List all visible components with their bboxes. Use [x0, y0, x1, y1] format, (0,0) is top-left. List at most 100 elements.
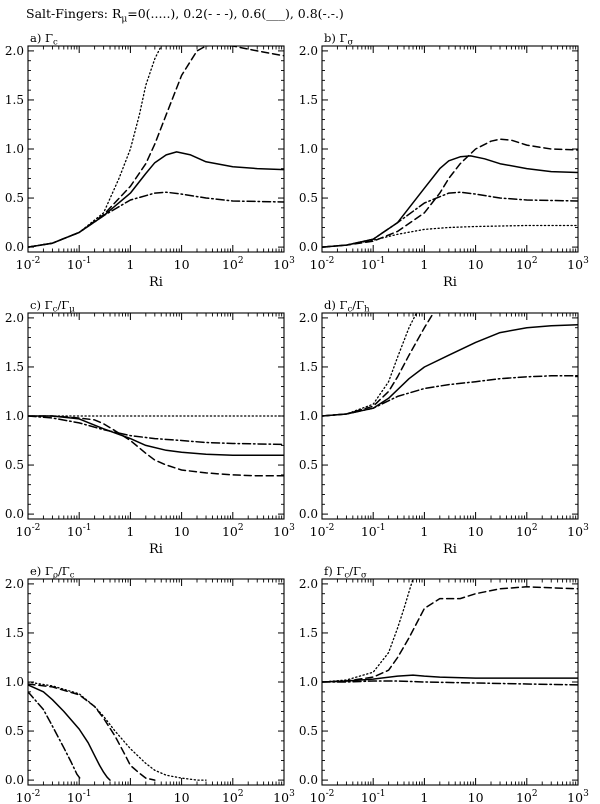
xtick-label: 1	[126, 790, 134, 804]
series-line	[322, 375, 578, 417]
series-group	[322, 579, 578, 686]
series-group	[322, 313, 578, 417]
panel-frame	[27, 45, 285, 253]
ytick-label: 2.0	[5, 44, 24, 58]
figure-title-prefix: Salt-Fingers:	[26, 6, 108, 21]
series-line	[28, 151, 284, 248]
ytick-label: 2.0	[5, 577, 24, 591]
series-line	[28, 191, 284, 248]
xtick-label: 103	[273, 789, 295, 804]
xtick-label: 1	[420, 524, 428, 539]
series-line	[322, 155, 578, 248]
series-line	[28, 691, 83, 781]
xtick-label: 10-1	[67, 256, 92, 272]
series-line	[28, 415, 284, 446]
figure-title: Salt-Fingers: Rμ=0(.....), 0.2(- - -), 0…	[26, 6, 344, 25]
xtick-label: 10	[174, 257, 190, 272]
xtick-label: 10-1	[361, 789, 386, 804]
series-line	[28, 415, 284, 477]
series-line	[28, 683, 156, 781]
series-line	[322, 579, 414, 683]
xtick-label: 10-2	[16, 523, 41, 539]
xtick-label: 103	[567, 523, 589, 539]
series-line	[322, 191, 578, 248]
series-line	[322, 680, 578, 686]
xtick-label: 1	[126, 257, 134, 272]
panel-title: f) Γc/Γσ	[324, 564, 367, 581]
ytick-label: 1.0	[5, 675, 24, 689]
ytick-label: 0.0	[5, 773, 24, 787]
panel-a: a) Γc 0.0 0.5 1.0 1.5 2.0 10-2 10-1 1 10 102 103 Ri	[5, 31, 295, 290]
panel-e: e) Γρ/Γc 0.0 0.5 1.0 1.5 2.0 10-2 10-1 1 10 102 103…	[5, 564, 295, 804]
x-axis-label: Ri	[149, 542, 163, 557]
x-axis-label: Ri	[443, 542, 457, 557]
ytick-label: 0.5	[299, 458, 318, 472]
x-axis-label: Ri	[149, 275, 163, 290]
x-axis-label: Ri	[443, 275, 457, 290]
panel-b: b) Γσ 0.0 0.5 1.0 1.5 2.0 10-2 10-1 1 10 102 103 Ri	[299, 31, 589, 290]
xtick-label: 10-1	[361, 523, 386, 539]
panel-title: b) Γσ	[324, 31, 353, 48]
figure-title-r: R	[111, 6, 122, 21]
ytick-label: 1.5	[5, 360, 24, 374]
xtick-label: 102	[222, 256, 244, 272]
series-line	[322, 313, 435, 417]
panel-c: c) Γc/Γμ 0.0 0.5 1.0 1.5 2.0 10-2 10-1 1 10 102 103…	[5, 298, 295, 557]
panel-title: a) Γc	[30, 31, 58, 48]
xtick-label: 10-2	[16, 256, 41, 272]
xtick-label: 103	[273, 256, 295, 272]
series-line	[322, 224, 578, 248]
panel-title: c) Γc/Γμ	[30, 298, 75, 315]
xtick-label: 102	[222, 789, 244, 804]
xtick-label: 103	[567, 789, 589, 804]
series-line	[322, 586, 578, 683]
xtick-label: 10-2	[16, 789, 41, 804]
panel-f: f) Γc/Γσ 0.0 0.5 1.0 1.5 2.0 10-2 10-1 1 10 102 103…	[299, 564, 589, 804]
series-group	[28, 415, 284, 477]
xtick-label: 102	[516, 523, 538, 539]
ytick-label: 0.5	[5, 724, 24, 738]
series-group	[28, 681, 207, 781]
ytick-label: 1.0	[299, 409, 318, 423]
series-line	[322, 313, 418, 417]
series-line	[322, 138, 578, 248]
panel-title: d) Γc/Γh	[324, 298, 370, 315]
panel-title: e) Γρ/Γc	[30, 564, 75, 581]
panel-frame	[321, 45, 579, 253]
series-group	[28, 46, 284, 248]
ytick-label: 0.0	[5, 240, 24, 254]
series-line	[28, 46, 162, 248]
ytick-label: 0.0	[5, 507, 24, 521]
ytick-label: 2.0	[5, 311, 24, 325]
series-group	[322, 138, 578, 248]
ytick-label: 0.0	[299, 507, 318, 521]
figure-title-values: =0(.....), 0.2(- - -), 0.6(___), 0.8(-.-…	[127, 6, 344, 21]
xtick-label: 1	[126, 524, 134, 539]
xtick-label: 103	[273, 523, 295, 539]
ytick-label: 1.0	[5, 409, 24, 423]
series-line	[28, 681, 207, 781]
xtick-label: 1	[420, 257, 428, 272]
xtick-label: 102	[222, 523, 244, 539]
series-line	[322, 324, 578, 417]
xtick-label: 10	[174, 790, 190, 804]
ytick-label: 1.0	[299, 675, 318, 689]
panel-frame	[321, 312, 579, 520]
ytick-label: 0.5	[5, 191, 24, 205]
series-line	[28, 415, 284, 456]
ytick-label: 1.5	[299, 93, 318, 107]
ytick-label: 1.0	[5, 142, 24, 156]
xtick-label: 10	[468, 257, 484, 272]
ytick-label: 0.5	[299, 191, 318, 205]
xtick-label: 10	[468, 524, 484, 539]
ytick-label: 2.0	[299, 577, 318, 591]
figure-title-r-sub: μ	[121, 14, 128, 25]
ytick-label: 0.5	[299, 724, 318, 738]
ytick-label: 2.0	[299, 311, 318, 325]
xtick-label: 10-1	[361, 256, 386, 272]
series-line	[322, 674, 578, 683]
ytick-label: 1.5	[299, 626, 318, 640]
ytick-label: 1.0	[299, 142, 318, 156]
xtick-label: 102	[516, 256, 538, 272]
xtick-label: 10-2	[310, 523, 335, 539]
